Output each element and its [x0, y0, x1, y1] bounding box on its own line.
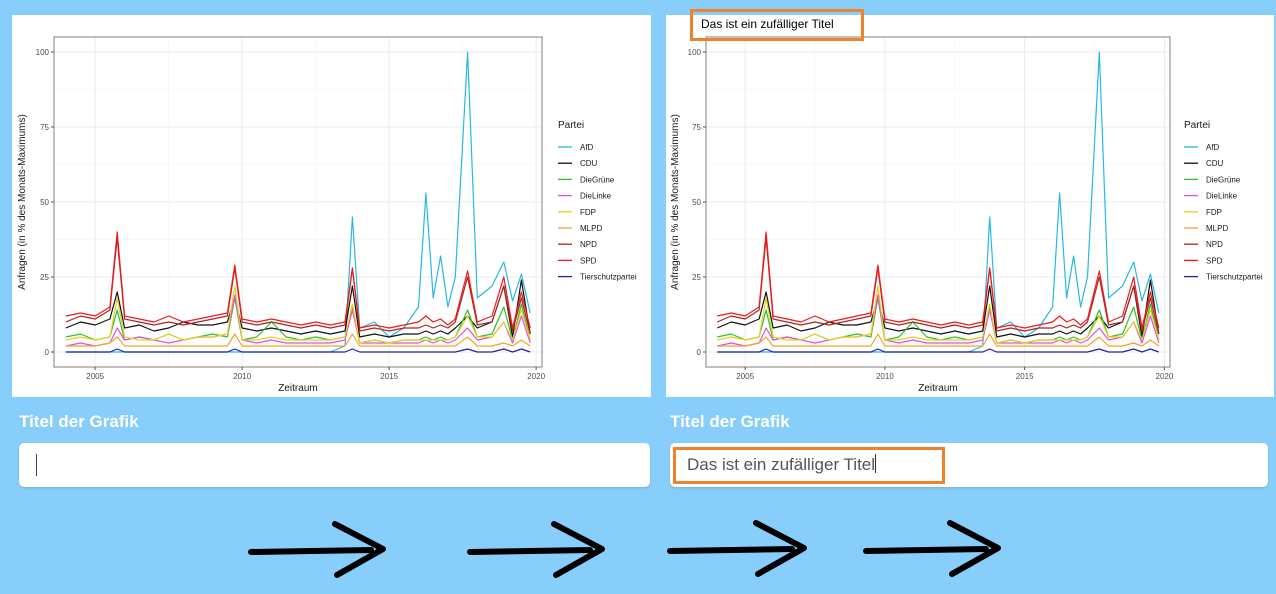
x-tick-label: 2020 [1156, 372, 1174, 381]
legend-title: Partei [1184, 120, 1210, 131]
series-line-MLPD [65, 333, 531, 347]
legend-label-DieLinke: DieLinke [1206, 192, 1238, 201]
legend-label-MLPD: MLPD [1206, 224, 1228, 233]
title-input-empty[interactable] [19, 443, 650, 487]
legend-label-CDU: CDU [580, 159, 598, 168]
series-line-Tierschutzpartei [65, 348, 531, 353]
legend-label-CDU: CDU [1206, 159, 1224, 168]
legend-label-DieLinke: DieLinke [580, 192, 612, 201]
y-tick-label: 75 [40, 123, 49, 132]
series-line-NPD [65, 237, 531, 335]
legend-label-Tierschutzpartei: Tierschutzpartei [580, 273, 637, 282]
y-tick-label: 50 [692, 198, 701, 207]
x-tick-label: 2010 [233, 372, 251, 381]
legend-label-SPD: SPD [580, 256, 597, 265]
arrow-right-icon [863, 520, 1001, 577]
x-tick-label: 2015 [1016, 372, 1034, 381]
chart-panel-left: 0 25 50 75 100 2005 2010 2015 2020 Zeitraum Anfrag… [12, 15, 651, 397]
series-line-SPD [65, 231, 531, 329]
chart-right: 0 25 50 75 100 2005 2010 2015 2020 Zeitraum Anfrag… [670, 17, 1263, 394]
legend-label-NPD: NPD [580, 240, 597, 249]
legend-label-Tierschutzpartei: Tierschutzpartei [1206, 273, 1263, 282]
legend-label-NPD: NPD [1206, 240, 1223, 249]
arrow-right-icon [248, 521, 386, 578]
series-line-Tierschutzpartei [717, 348, 1160, 353]
legend-label-FDP: FDP [1206, 208, 1222, 217]
series-line-DieLinke [717, 294, 1160, 347]
text-caret [36, 454, 37, 476]
legend-title: Partei [558, 120, 584, 131]
title-input-label-left: Titel der Grafik [19, 412, 139, 431]
chart-title: Das ist ein zufälliger Titel [701, 17, 834, 31]
y-axis-label: Anfragen (in % des Monats-Maximums) [670, 114, 681, 290]
arrow-right-icon [667, 520, 807, 577]
chart-left: 0 25 50 75 100 2005 2010 2015 2020 Zeitraum Anfrag… [17, 36, 637, 394]
y-tick-label: 25 [40, 273, 49, 282]
y-tick-label: 50 [40, 198, 49, 207]
series-line-MLPD [717, 333, 1160, 347]
y-tick-label: 100 [36, 48, 50, 57]
y-tick-label: 25 [692, 273, 701, 282]
grid [706, 37, 1170, 367]
legend-label-SPD: SPD [1206, 256, 1223, 265]
legend-label-FDP: FDP [580, 208, 596, 217]
input-highlight-box [673, 447, 945, 484]
series-line-CDU [716, 279, 1160, 338]
series-line-NPD [716, 237, 1160, 335]
legend-label-MLPD: MLPD [580, 224, 602, 233]
series-line-FDP [65, 285, 531, 344]
y-tick-label: 0 [45, 348, 50, 357]
title-highlight-box [690, 9, 864, 41]
x-tick-label: 2010 [876, 372, 894, 381]
x-axis-label: Zeitraum [278, 383, 317, 394]
series-line-CDU [65, 279, 531, 338]
text-caret [875, 454, 877, 473]
series-line-SPD [717, 231, 1160, 329]
y-tick-label: 100 [688, 48, 702, 57]
grid [54, 37, 542, 367]
title-input-filled[interactable]: Das ist ein zufälliger Titel [670, 443, 1268, 487]
x-tick-label: 2005 [736, 372, 754, 381]
title-input-label-right: Titel der Grafik [670, 412, 790, 431]
x-axis-label: Zeitraum [918, 383, 957, 394]
legend-label-DieGrüne: DieGrüne [580, 175, 615, 184]
arrow-right-icon [467, 521, 605, 578]
x-tick-label: 2005 [86, 372, 104, 381]
legend-label-AfD: AfD [1206, 143, 1220, 152]
x-tick-label: 2020 [527, 372, 545, 381]
step-arrows [248, 520, 1001, 578]
title-input-value: Das ist ein zufälliger Titel [687, 455, 876, 474]
y-tick-label: 75 [692, 123, 701, 132]
y-axis-label: Anfragen (in % des Monats-Maximums) [17, 114, 28, 290]
x-tick-label: 2015 [380, 372, 398, 381]
chart-panel-right: 0 25 50 75 100 2005 2010 2015 2020 Zeitraum Anfrag… [666, 15, 1274, 397]
y-tick-label: 0 [697, 348, 702, 357]
legend-label-AfD: AfD [580, 143, 594, 152]
series-line-DieLinke [65, 294, 531, 347]
series-line-FDP [717, 285, 1160, 344]
legend-label-DieGrüne: DieGrüne [1206, 175, 1241, 184]
